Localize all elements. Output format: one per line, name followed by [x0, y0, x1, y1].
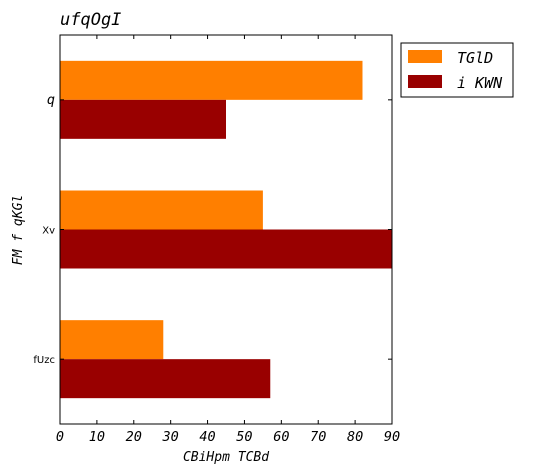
bar-tgld-xv: [60, 190, 263, 230]
y-tick-label: q: [47, 92, 55, 108]
x-tick-label: 80: [347, 429, 363, 445]
x-tick-label: 40: [199, 429, 215, 445]
bar-i-kwn-xv: [60, 229, 392, 269]
x-axis: 0 10 20 30 40 50 60 70 80 90: [56, 35, 400, 445]
x-tick-label: 30: [162, 429, 179, 445]
x-tick-label: 90: [384, 429, 400, 445]
x-tick-label: 50: [236, 429, 252, 445]
legend-label-ikwn: i KWN: [457, 74, 503, 92]
bar-tgld-q: [60, 60, 363, 100]
bar-tgld-fuzc: [60, 320, 164, 360]
legend-label-tgld: TGlD: [457, 49, 493, 67]
bar-i-kwn-fuzc: [60, 359, 271, 399]
x-tick-label: 10: [89, 429, 105, 445]
x-tick-label: 60: [273, 429, 289, 445]
legend-swatch-ikwn: [408, 75, 442, 88]
y-axis: q Xv fUzc: [33, 92, 392, 366]
x-tick-label: 20: [126, 429, 142, 445]
chart-title: ufqOgI: [60, 10, 121, 30]
y-tick-label: Xv: [42, 226, 55, 237]
bar-i-kwn-q: [60, 99, 226, 139]
x-tick-label: 0: [56, 429, 64, 445]
bars-group: [60, 60, 392, 399]
y-axis-label: FM f qKGl: [11, 195, 26, 265]
x-axis-label: CBiHpm TCBd: [183, 450, 269, 465]
legend-swatch-tgld: [408, 50, 442, 63]
y-tick-label: fUzc: [33, 355, 55, 366]
x-tick-label: 70: [310, 429, 326, 445]
legend: TGlD i KWN: [400, 42, 514, 98]
